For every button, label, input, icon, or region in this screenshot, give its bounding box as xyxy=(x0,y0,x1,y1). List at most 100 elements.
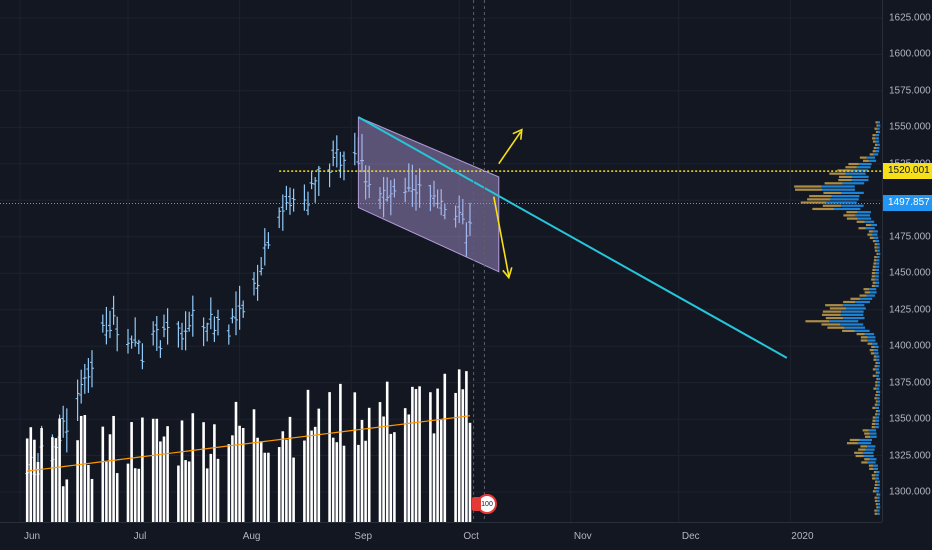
volume-profile-row xyxy=(878,377,881,381)
time-axis[interactable]: Jun Jul Aug Sep Oct Nov Dec 2020 xyxy=(0,522,882,550)
volume-profile-row xyxy=(868,159,877,162)
volume-profile-row xyxy=(866,294,876,297)
volume-bar xyxy=(184,460,187,522)
volume-profile-row xyxy=(860,445,868,448)
volume-profile-row xyxy=(875,371,878,374)
volume-bar xyxy=(357,444,360,522)
volume-bar xyxy=(187,461,191,522)
price-tick-label: 1625.000 xyxy=(889,12,931,24)
volume-bar xyxy=(213,424,216,522)
volume-profile-row xyxy=(875,134,880,137)
volume-profile-row xyxy=(871,284,875,288)
volume-profile-row xyxy=(831,195,860,198)
volume-bar xyxy=(51,437,54,522)
volume-profile-row xyxy=(841,191,864,195)
volume-bar xyxy=(126,463,130,522)
price-tick-label: 1575.000 xyxy=(889,85,931,97)
volume-profile-row xyxy=(861,461,868,464)
volume-profile-row xyxy=(809,195,832,198)
earnings-event-badge[interactable]: 100 xyxy=(470,493,500,515)
volume-bar xyxy=(58,418,61,522)
volume-bar xyxy=(209,453,213,522)
volume-profile-row xyxy=(877,403,880,406)
volume-profile-row xyxy=(875,416,880,419)
volume-profile-row xyxy=(873,467,879,470)
volume-profile-row xyxy=(865,227,875,230)
volume-bar xyxy=(108,434,112,522)
volume-profile-row xyxy=(874,143,878,146)
volume-profile-row xyxy=(854,329,870,332)
volume-bar xyxy=(367,407,371,522)
volume-profile-row xyxy=(872,406,876,409)
volume-bar xyxy=(191,413,195,522)
volume-bar xyxy=(285,439,288,522)
volume-profile-row xyxy=(878,252,881,255)
volume-profile-row xyxy=(864,332,875,336)
price-tick-label: 1325.000 xyxy=(889,450,931,462)
volume-profile-row xyxy=(864,291,871,294)
volume-profile-row xyxy=(876,358,880,361)
volume-profile-row xyxy=(877,143,880,146)
time-tick-label: Nov xyxy=(573,531,592,542)
volume-profile-row xyxy=(875,130,878,134)
volume-profile-row xyxy=(860,297,873,300)
volume-profile-row xyxy=(858,448,866,451)
volume-profile-row xyxy=(871,275,875,278)
volume-bar xyxy=(281,431,285,522)
volume-profile-row xyxy=(874,512,877,515)
volume-profile-row xyxy=(877,413,880,416)
volume-profile-row xyxy=(845,172,866,175)
volume-bar xyxy=(313,426,317,522)
volume-profile-row xyxy=(869,288,877,291)
volume-profile-row xyxy=(822,310,842,313)
volume-bar xyxy=(303,440,306,522)
volume-profile-row xyxy=(872,140,876,143)
volume-profile-row xyxy=(870,223,878,227)
volume-bar xyxy=(90,478,94,522)
volume-bar xyxy=(288,416,292,522)
volume-profile-row xyxy=(822,204,842,207)
time-tick-label: Sep xyxy=(354,531,373,542)
volume-bar xyxy=(227,444,231,522)
volume-profile-row xyxy=(875,393,878,397)
volume-profile-row xyxy=(876,355,880,358)
volume-profile-row xyxy=(858,162,872,166)
volume-profile-row xyxy=(867,445,876,448)
volume-profile-row xyxy=(875,490,880,493)
chart-area[interactable]: 100 xyxy=(0,0,882,522)
volume-profile-row xyxy=(876,255,880,259)
volume-profile-row xyxy=(867,233,872,236)
volume-profile-row xyxy=(876,262,880,265)
volume-bar xyxy=(133,468,137,522)
volume-profile-row xyxy=(877,410,881,413)
volume-bar xyxy=(310,430,313,522)
volume-profile-row xyxy=(805,320,830,323)
volume-profile-row xyxy=(851,178,869,182)
volume-bar xyxy=(234,401,238,522)
volume-bar xyxy=(429,392,432,522)
volume-bar xyxy=(317,408,321,522)
volume-profile-row xyxy=(872,490,876,493)
volume-bar xyxy=(33,439,36,522)
volume-bar xyxy=(61,486,65,522)
volume-profile-row xyxy=(862,429,869,432)
volume-profile-row xyxy=(794,185,822,188)
volume-profile-row xyxy=(857,217,872,220)
volume-bar xyxy=(238,425,241,522)
volume-bar xyxy=(54,438,58,522)
volume-profile-row xyxy=(872,342,878,345)
volume-bar xyxy=(256,437,259,522)
price-chart[interactable] xyxy=(0,0,882,522)
volume-profile-row xyxy=(875,413,878,416)
volume-profile-row xyxy=(840,313,864,316)
volume-profile-row xyxy=(829,172,846,175)
volume-profile-row xyxy=(875,400,878,403)
volume-bar xyxy=(403,408,407,522)
volume-profile-row xyxy=(869,349,874,352)
volume-profile-row xyxy=(874,246,877,249)
volume-bar xyxy=(468,422,472,522)
price-axis[interactable]: 1625.0001600.0001575.0001550.0001525.000… xyxy=(882,0,932,522)
volume-profile-row xyxy=(877,130,881,134)
volume-profile-row xyxy=(873,387,877,390)
price-tick-label: 1475.000 xyxy=(889,231,931,243)
